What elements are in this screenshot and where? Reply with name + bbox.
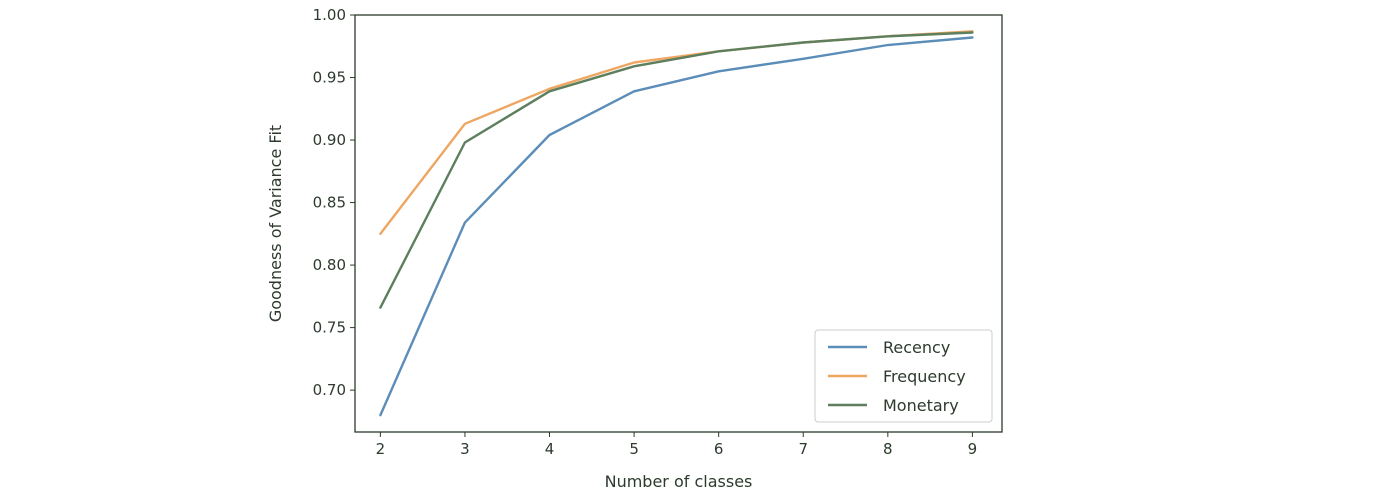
x-tick-label: 5 (629, 440, 639, 458)
x-tick-label: 9 (968, 440, 978, 458)
y-tick-label: 1.00 (313, 6, 346, 24)
x-axis-label: Number of classes (605, 472, 753, 491)
x-tick-label: 4 (545, 440, 555, 458)
y-tick-label: 0.85 (313, 194, 346, 212)
x-tick-label: 8 (883, 440, 893, 458)
y-tick-label: 0.75 (313, 319, 346, 337)
x-tick-label: 3 (460, 440, 470, 458)
legend-label-recency: Recency (883, 338, 950, 357)
legend: Recency Frequency Monetary (815, 330, 992, 422)
x-tick-label: 6 (714, 440, 724, 458)
y-tick-label: 0.80 (313, 256, 346, 274)
legend-label-monetary: Monetary (883, 396, 959, 415)
series-line-frequency (380, 31, 972, 234)
x-tick-label: 7 (798, 440, 808, 458)
y-tick-label: 0.95 (313, 69, 346, 87)
x-tick-label: 2 (376, 440, 386, 458)
y-tick-label: 0.70 (313, 381, 346, 399)
x-axis: 2 3 4 5 6 7 8 9 (376, 432, 978, 458)
y-axis-label: Goodness of Variance Fit (266, 125, 285, 322)
legend-label-frequency: Frequency (883, 367, 966, 386)
series-line-monetary (380, 33, 972, 308)
y-axis: 0.70 0.75 0.80 0.85 0.90 0.95 1.00 (313, 6, 355, 399)
y-tick-label: 0.90 (313, 131, 346, 149)
